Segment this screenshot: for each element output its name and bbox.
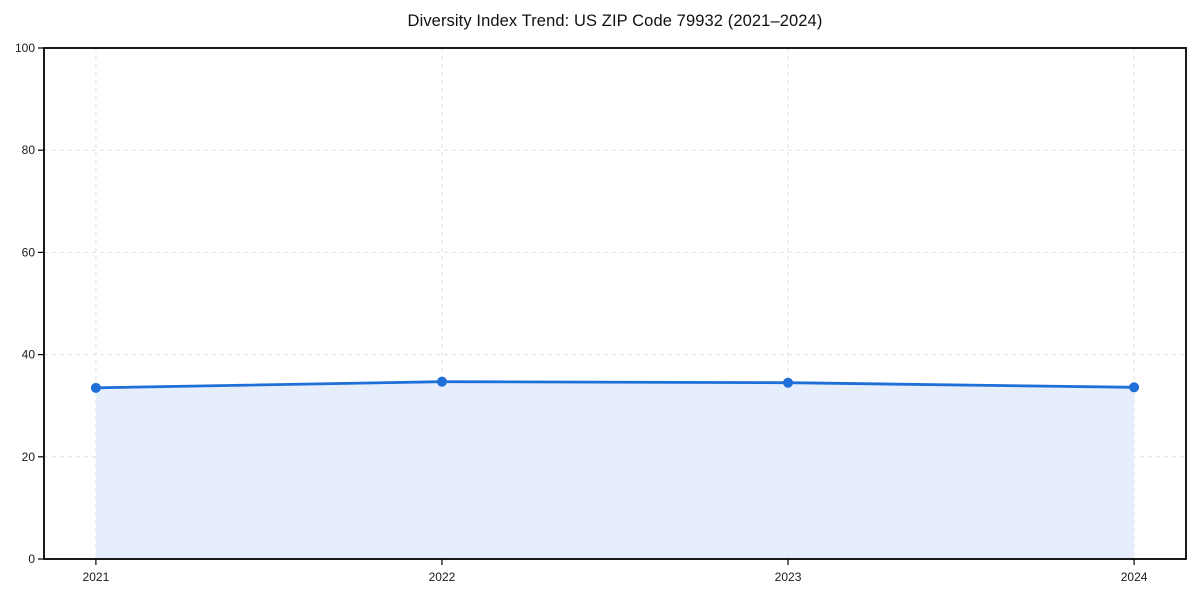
y-tick-label: 80 <box>22 143 36 157</box>
data-point-marker <box>783 377 794 388</box>
data-point-marker <box>436 376 447 387</box>
area-fill <box>95 381 1135 559</box>
data-point-marker <box>90 382 101 393</box>
plot-border <box>43 47 1187 560</box>
x-tick-label: 2021 <box>83 570 110 584</box>
y-tick-label: 60 <box>22 245 36 259</box>
y-tick-label: 40 <box>22 348 36 362</box>
x-tick-label: 2024 <box>1121 570 1148 584</box>
y-tick-label: 100 <box>15 41 35 55</box>
y-tick-label: 20 <box>22 450 36 464</box>
x-tick-label: 2022 <box>429 570 456 584</box>
x-tick-label: 2023 <box>775 570 802 584</box>
y-tick-label: 0 <box>28 552 35 566</box>
data-point-marker <box>1129 382 1140 393</box>
chart-title: Diversity Index Trend: US ZIP Code 79932… <box>407 12 823 30</box>
trend-line <box>94 380 1136 390</box>
